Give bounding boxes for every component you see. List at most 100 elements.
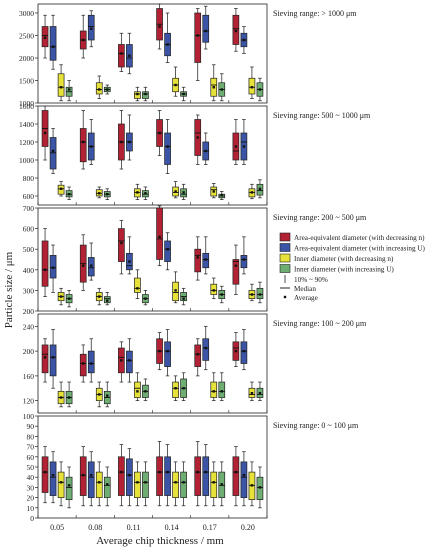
y-tick-label: 3000: [19, 9, 34, 18]
x-tick-label: 0.14: [165, 523, 179, 532]
y-tick-label: 1000: [19, 99, 34, 108]
average-marker: [220, 193, 223, 197]
panel-frame: [37, 207, 268, 312]
average-marker: [90, 362, 93, 365]
panel-label: Sieving range: > 1000 μm: [273, 9, 357, 18]
box: [156, 207, 163, 260]
average-marker: [106, 483, 109, 486]
average-marker: [59, 187, 63, 190]
average-marker: [82, 362, 85, 365]
average-marker: [196, 256, 199, 259]
average-marker: [82, 140, 85, 144]
x-tick-label: 0.08: [88, 523, 102, 532]
box: [79, 353, 87, 377]
panel-4: 120 160 200 240 Sieving range: 100 ~ 200 μm: [23, 313, 367, 414]
box: [118, 456, 125, 496]
y-tick-label: 40: [27, 473, 35, 482]
box: [232, 456, 240, 496]
average-marker: [242, 349, 246, 353]
average-marker: [144, 297, 147, 300]
average-marker: [182, 191, 185, 194]
y-tick-label: 240: [23, 322, 35, 331]
y-tick-label: 1000: [19, 156, 34, 165]
box: [134, 277, 141, 293]
box: [202, 456, 210, 496]
average-marker: [136, 92, 139, 96]
average-marker: [128, 473, 131, 477]
average-marker: [258, 486, 262, 489]
average-marker: [51, 149, 55, 153]
average-marker: [43, 356, 47, 359]
panel-label: Sieving range: 100 ~ 200 μm: [273, 319, 367, 328]
average-marker: [182, 92, 185, 96]
average-marker: [90, 473, 93, 477]
y-tick-label: 10: [27, 504, 35, 513]
legend-swatch: [279, 253, 291, 263]
panel-label: Sieving range: 0 ~ 100 μm: [273, 421, 359, 430]
average-marker: [174, 83, 177, 87]
x-tick-label: 0.05: [50, 523, 64, 532]
y-tick-label: 1600: [19, 102, 34, 111]
legend-median-label: Median: [294, 285, 316, 293]
average-marker: [166, 349, 169, 353]
box: [49, 344, 57, 377]
legend-label: Area-equivalent diameter (with decreasin…: [294, 234, 425, 242]
average-marker: [242, 473, 246, 477]
average-marker: [196, 353, 199, 356]
average-marker: [196, 34, 199, 37]
box: [164, 240, 171, 262]
box: [41, 240, 49, 287]
x-tick-label: 0.17: [203, 523, 217, 532]
average-marker: [144, 92, 147, 96]
box: [210, 471, 218, 498]
box: [240, 461, 248, 498]
average-marker: [67, 88, 71, 91]
box: [126, 350, 133, 374]
box: [41, 456, 49, 493]
y-tick-label: 50: [27, 463, 35, 472]
panel-frame: [37, 105, 268, 206]
average-marker: [136, 481, 139, 484]
y-tick-label: 120: [23, 397, 35, 406]
y-tick-label: 2500: [19, 32, 34, 41]
legend-label: Area-equivalent diameter (with increasin…: [294, 245, 426, 253]
average-marker: [51, 266, 55, 269]
average-marker: [98, 393, 101, 396]
average-marker: [182, 481, 185, 484]
average-marker: [166, 470, 169, 474]
box: [87, 350, 95, 374]
average-marker: [120, 470, 123, 474]
box: [172, 381, 179, 398]
panel-2: 600 800 1000 1200 1400 1600 Sieving range: 500…: [19, 102, 371, 206]
average-marker: [166, 43, 169, 46]
average-marker: [98, 192, 101, 195]
legend-swatch: [279, 264, 291, 273]
box: [218, 381, 226, 398]
box: [232, 259, 240, 285]
box: [41, 344, 49, 374]
average-marker: [120, 52, 123, 55]
box: [57, 73, 65, 97]
x-axis: 0.05 0.08 0.11 0.14 0.17 0.20: [50, 523, 255, 532]
legend-label: Inner diameter (with increasing U): [294, 266, 394, 274]
average-marker: [234, 145, 238, 148]
average-marker: [67, 484, 71, 487]
average-marker: [128, 260, 131, 263]
y-tick-label: 2000: [19, 54, 34, 63]
average-marker: [59, 396, 63, 399]
average-marker: [106, 394, 109, 397]
average-marker: [67, 396, 71, 399]
y-tick-label: 100: [23, 412, 35, 421]
legend-whisker-label: 10% ~ 90%: [294, 276, 328, 284]
y-tick-label: 20: [27, 494, 35, 503]
average-marker: [258, 88, 262, 91]
box: [156, 456, 163, 496]
box: [65, 476, 73, 500]
legend-swatch: [279, 232, 291, 242]
panel-frame: [37, 3, 268, 104]
box: [194, 12, 202, 63]
average-marker: [242, 38, 246, 42]
average-marker: [82, 38, 85, 42]
average-marker: [212, 86, 215, 89]
panel-label: Sieving range: 500 ~ 1000 μm: [273, 111, 371, 120]
